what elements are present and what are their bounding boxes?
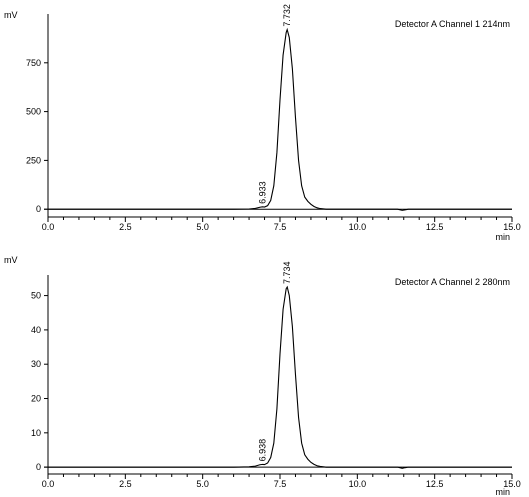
y-tick-label: 20 bbox=[31, 394, 41, 404]
x-tick-label: 2.5 bbox=[119, 222, 132, 232]
chart-panel-channel-1: mV Detector A Channel 1 214nm min 0 250 50… bbox=[4, 4, 521, 242]
peak-label: 6.938 bbox=[258, 439, 268, 462]
x-axis-label: min bbox=[495, 232, 510, 242]
x-tick-label: 2.5 bbox=[119, 479, 132, 489]
x-axis-label: min bbox=[495, 487, 510, 497]
peak-label: 6.933 bbox=[257, 181, 267, 204]
y-tick-label: 0 bbox=[36, 204, 41, 214]
x-ticks: 0.0 2.5 5.0 7.5 10.0 12.5 15.0 bbox=[42, 217, 521, 232]
y-axis-label: mV bbox=[4, 10, 18, 20]
x-ticks: 0.0 2.5 5.0 7.5 10.0 12.5 15.0 bbox=[42, 474, 521, 489]
y-tick-label: 250 bbox=[26, 155, 41, 165]
y-tick-label: 10 bbox=[31, 428, 41, 438]
chart-title: Detector A Channel 1 214nm bbox=[395, 19, 510, 29]
x-tick-label: 15.0 bbox=[503, 479, 521, 489]
y-ticks: 0 10 20 30 40 50 bbox=[31, 291, 48, 472]
x-tick-label: 12.5 bbox=[426, 479, 444, 489]
x-tick-label: 5.0 bbox=[196, 222, 209, 232]
y-tick-label: 0 bbox=[36, 462, 41, 472]
x-tick-label: 15.0 bbox=[503, 222, 521, 232]
x-tick-label: 0.0 bbox=[42, 479, 55, 489]
x-tick-label: 0.0 bbox=[42, 222, 55, 232]
peak-labels: 6.933 7.732 bbox=[257, 4, 292, 204]
y-tick-label: 500 bbox=[26, 107, 41, 117]
peak-label: 7.734 bbox=[282, 261, 292, 284]
y-tick-label: 50 bbox=[31, 291, 41, 301]
series-line bbox=[48, 285, 512, 469]
chart-panel-channel-2: mV Detector A Channel 2 280nm min 0 10 20 3… bbox=[4, 255, 521, 497]
peak-labels: 6.938 7.734 bbox=[258, 261, 293, 461]
peak-label: 7.732 bbox=[282, 4, 292, 27]
y-ticks: 0 250 500 750 bbox=[26, 58, 48, 214]
series-line bbox=[48, 27, 512, 211]
y-axis-label: mV bbox=[4, 255, 18, 265]
x-tick-label: 7.5 bbox=[274, 479, 287, 489]
y-tick-label: 30 bbox=[31, 359, 41, 369]
x-tick-label: 10.0 bbox=[349, 479, 367, 489]
x-tick-label: 5.0 bbox=[196, 479, 209, 489]
y-tick-label: 750 bbox=[26, 58, 41, 68]
chart-title: Detector A Channel 2 280nm bbox=[395, 277, 510, 287]
x-tick-label: 10.0 bbox=[349, 222, 367, 232]
x-tick-label: 7.5 bbox=[274, 222, 287, 232]
y-tick-label: 40 bbox=[31, 325, 41, 335]
x-tick-label: 12.5 bbox=[426, 222, 444, 232]
